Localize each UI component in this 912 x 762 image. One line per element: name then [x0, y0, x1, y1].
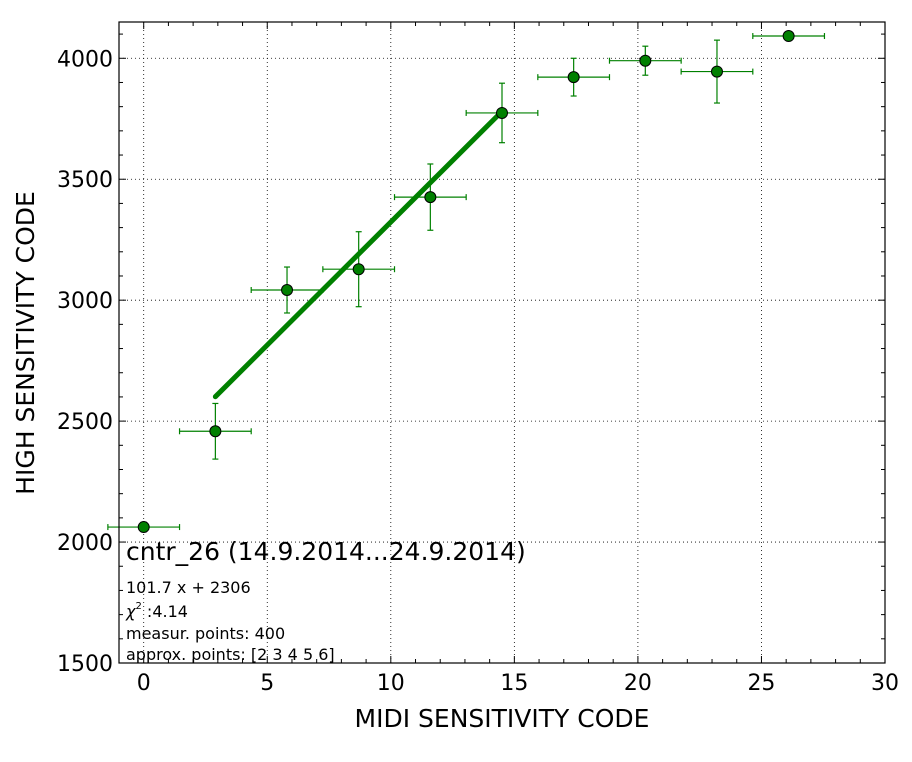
data-point [567, 71, 580, 84]
x-tick-label: 10 [377, 671, 405, 696]
fit-equation: 101.7 x + 2306 [126, 578, 251, 597]
chart-title: cntr_26 (14.9.2014...24.9.2014) [126, 537, 526, 566]
y-tick-labels: 1500 2000 2500 3000 3500 4000 [57, 47, 113, 677]
y-tick-label: 3000 [57, 289, 113, 314]
plot-frame [118, 21, 886, 664]
x-tick-label: 20 [624, 671, 652, 696]
x-tick-label: 0 [137, 671, 151, 696]
y-tick-label: 3500 [57, 168, 113, 193]
data-point [281, 284, 294, 297]
data-points [137, 30, 795, 534]
data-point [710, 65, 723, 78]
y-tick-label: 2000 [57, 531, 113, 556]
y-tick-label: 2500 [57, 410, 113, 435]
data-point [782, 30, 795, 43]
tick-marks [118, 22, 886, 664]
y-tick-label: 4000 [57, 47, 113, 72]
x-tick-labels: 0 5 10 15 20 25 30 [137, 671, 899, 696]
y-tick-label: 1500 [57, 652, 113, 677]
chi-value: :4.14 [142, 602, 188, 621]
x-axis-title: MIDI SENSITIVITY CODE [355, 704, 650, 733]
x-tick-label: 15 [500, 671, 528, 696]
x-tick-label: 30 [871, 671, 899, 696]
x-tick-label: 25 [747, 671, 775, 696]
data-point [639, 54, 652, 67]
chi-symbol: χ [125, 602, 136, 621]
data-point [209, 425, 222, 438]
approx-points-label: approx. points: [2 3 4 5 6] [126, 645, 335, 664]
data-point [352, 263, 365, 276]
data-point [496, 106, 508, 119]
data-point [424, 191, 437, 204]
data-point [137, 521, 150, 534]
y-axis-title: HIGH SENSITIVITY CODE [11, 191, 40, 495]
x-tick-label: 5 [260, 671, 274, 696]
chi-squared-label: χ2 :4.14 [125, 601, 188, 621]
measur-points-label: measur. points: 400 [126, 624, 285, 643]
chi-superscript: 2 [135, 601, 141, 612]
